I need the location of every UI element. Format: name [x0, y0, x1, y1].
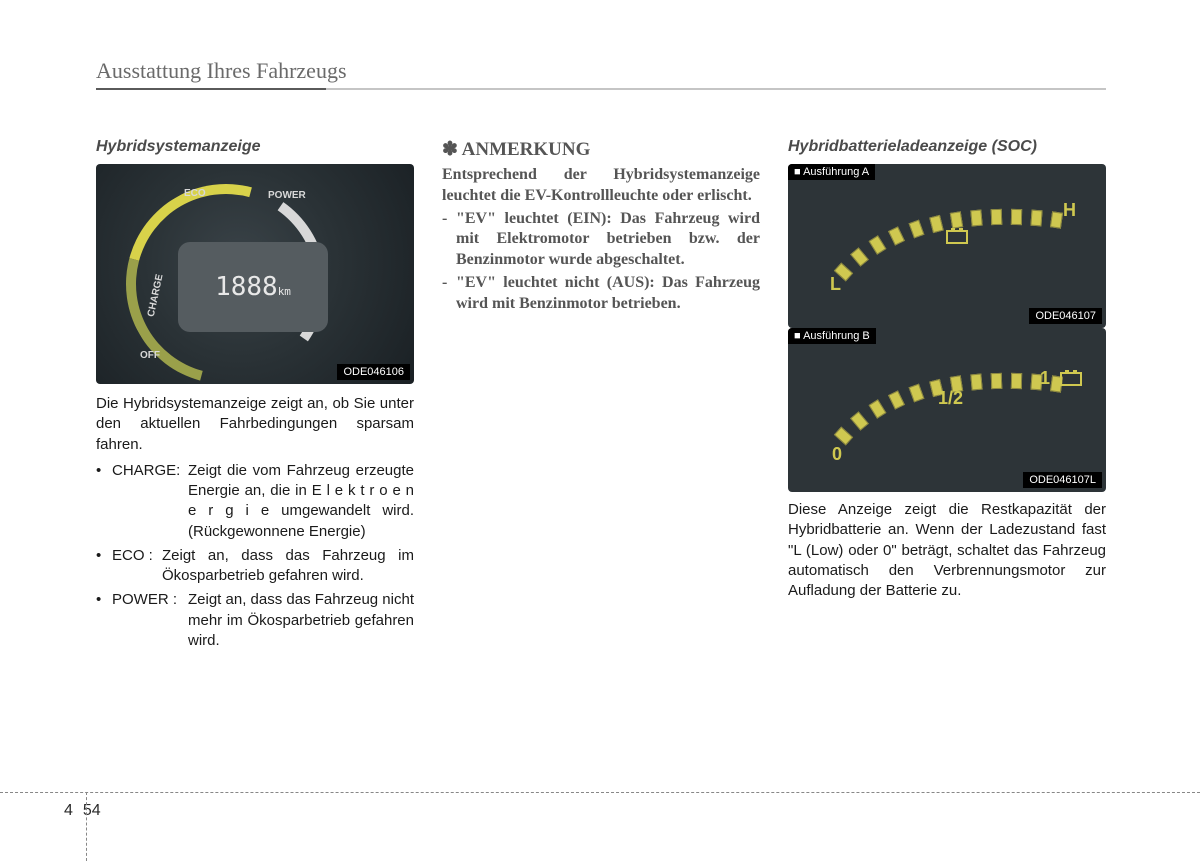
soc-figure-a: ■ Ausführung A L H ODE046107 [788, 164, 1106, 328]
bullet-def: Zeigt an, dass das Fahrzeug im Ökosparbe… [162, 546, 414, 587]
manual-page: Ausstattung Ihres Fahrzeugs Hybridsystem… [96, 58, 1106, 655]
bullet-mark: • [96, 461, 112, 542]
bullet-def: Zeigt an, dass das Fahrzeug nicht mehr i… [188, 590, 414, 651]
soc-segment [991, 209, 1003, 225]
soc-label-high: H [1063, 200, 1076, 221]
bullet-term: ECO : [112, 546, 162, 587]
soc-segment [970, 374, 982, 391]
column-right: Hybridbatterieladeanzeige (SOC) ■ Ausfüh… [788, 138, 1106, 655]
soc-segment [950, 211, 963, 229]
hybrid-gauge-figure: CHARGE ECO POWER OFF 1888km ODE046106 [96, 164, 414, 384]
soc-segment [850, 247, 869, 266]
soc-segments-b [838, 406, 1078, 446]
soc-segment [970, 210, 982, 227]
note-item: -"EV" leuchtet (EIN): Das Fahrzeug wird … [442, 209, 760, 271]
bullet-def: Zeigt die vom Fahrzeug erzeugte Energie … [188, 461, 414, 542]
col1-bullets: •CHARGE:Zeigt die vom Fahrzeug erzeugte … [96, 461, 414, 651]
gauge-label-power: POWER [268, 190, 306, 201]
bullet-mark: • [96, 546, 112, 587]
soc-graphic-a: ■ Ausführung A L H [788, 164, 1106, 328]
bullet-item: •POWER :Zeigt an, dass das Fahrzeug nich… [96, 590, 414, 651]
crop-mark-h [0, 792, 1200, 861]
figure-code-a: ODE046107 [1029, 308, 1102, 324]
soc-label-half: 1/2 [938, 388, 963, 409]
soc-segment [1030, 210, 1042, 227]
col1-heading: Hybridsystemanzeige [96, 138, 414, 156]
soc-segment [1011, 373, 1022, 389]
col3-body: Diese Anzeige zeigt die Restkapazität de… [788, 500, 1106, 601]
section-rule [96, 88, 1106, 90]
column-left: Hybridsystemanzeige CHARGE ECO POWER OFF… [96, 138, 414, 655]
bullet-term: POWER : [112, 590, 188, 651]
note-dash: - [442, 273, 456, 315]
soc-segment [1050, 211, 1063, 228]
figure-code: ODE046106 [337, 364, 410, 380]
soc-segment [991, 373, 1003, 389]
bullet-mark: • [96, 590, 112, 651]
note-items: -"EV" leuchtet (EIN): Das Fahrzeug wird … [442, 209, 760, 315]
three-column-layout: Hybridsystemanzeige CHARGE ECO POWER OFF… [96, 138, 1106, 655]
soc-figure-b: ■ Ausführung B 0 1/2 1 ODE046107L [788, 328, 1106, 492]
note-item: -"EV" leuchtet nicht (AUS): Das Fahrzeug… [442, 273, 760, 315]
hybrid-gauge-graphic: CHARGE ECO POWER OFF 1888km [96, 164, 414, 384]
odo-unit: km [278, 285, 291, 298]
column-middle: ✽ ANMERKUNG Entsprechend der Hybridsyste… [442, 138, 760, 655]
gauge-label-off: OFF [140, 350, 160, 361]
figure-code-b: ODE046107L [1023, 472, 1102, 488]
gauge-odometer: 1888km [178, 242, 328, 332]
section-title: Ausstattung Ihres Fahrzeugs [96, 58, 1106, 84]
battery-icon [1060, 372, 1082, 386]
gauge-label-eco: ECO [184, 188, 206, 199]
odo-value: 1888 [215, 272, 278, 302]
note-body: Entsprechend der Hybridsystemanzeige leu… [442, 165, 760, 207]
soc-segments-a [838, 242, 1078, 282]
crop-mark-v [86, 792, 87, 861]
soc-label-low: L [830, 274, 841, 295]
soc-label-zero: 0 [832, 444, 842, 465]
soc-segment [1011, 209, 1022, 225]
soc-graphic-b: ■ Ausführung B 0 1/2 1 [788, 328, 1106, 492]
bullet-term: CHARGE: [112, 461, 188, 542]
col1-intro: Die Hybridsystemanzeige zeigt an, ob Sie… [96, 394, 414, 455]
soc-label-one: 1 [1040, 368, 1050, 389]
note-dash: - [442, 209, 456, 271]
bullet-item: •ECO :Zeigt an, dass das Fahrzeug im Öko… [96, 546, 414, 587]
soc-segment [850, 411, 869, 430]
battery-icon [946, 230, 968, 244]
bullet-item: •CHARGE:Zeigt die vom Fahrzeug erzeugte … [96, 461, 414, 542]
col3-heading: Hybridbatterieladeanzeige (SOC) [788, 138, 1106, 156]
note-heading: ✽ ANMERKUNG [442, 138, 760, 161]
